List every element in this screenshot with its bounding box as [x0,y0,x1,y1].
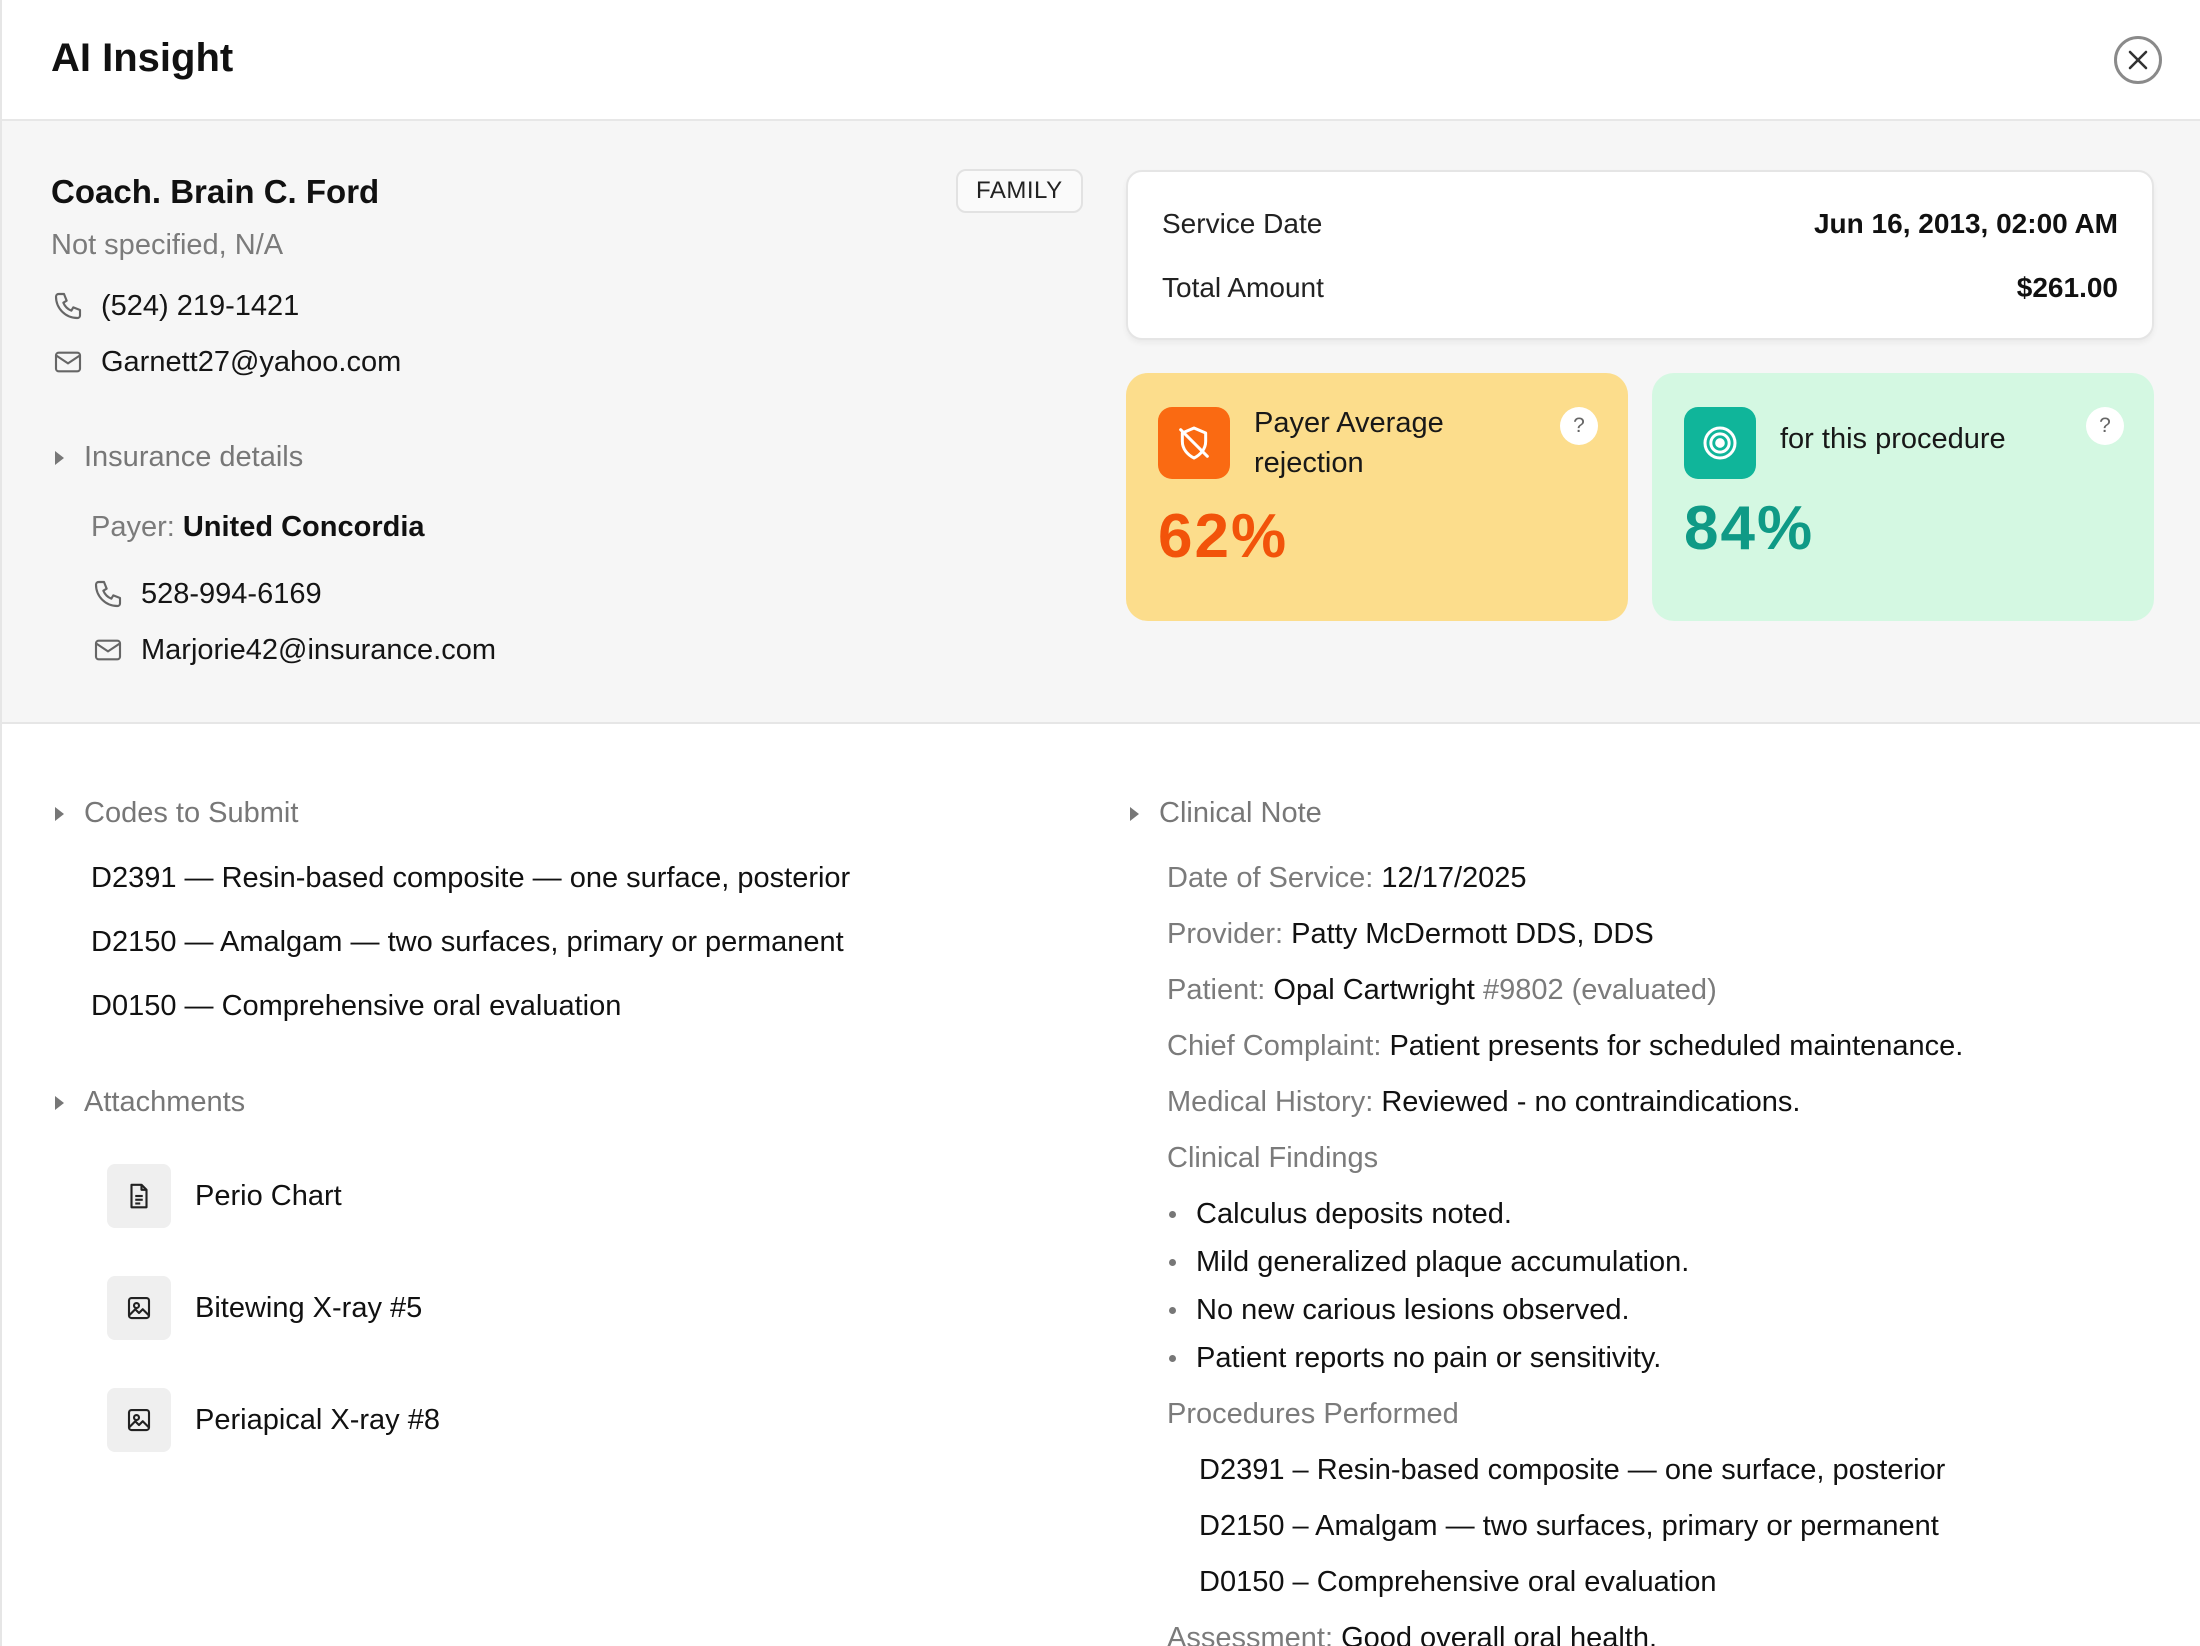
code-item: D0150 — Comprehensive oral evaluation [91,990,622,1022]
caret-right-icon [55,1095,64,1110]
procedure-item: D0150 – Comprehensive oral evaluation [1199,1566,1717,1598]
attachment-name: Bitewing X-ray #5 [195,1291,423,1324]
procedure-item: D2150 – Amalgam — two surfaces, primary … [1199,1510,1939,1542]
payer-rejection-label: Payer Average rejection [1254,407,1444,479]
finding-item: Patient reports no pain or sensitivity. [1167,1342,1661,1375]
patient-phone-row: (524) 219-1421 [51,289,299,323]
plan-type-badge: FAMILY [956,169,1083,213]
attachment-item[interactable]: Bitewing X-ray #5 [107,1276,422,1340]
phone-icon [51,289,85,323]
payer-phone[interactable]: 528-994-6169 [141,577,322,610]
clinical-note-label: Clinical Note [1159,797,1322,829]
attachment-name: Periapical X-ray #8 [195,1403,440,1436]
note-assessment: Assessment: Good overall oral health. [1167,1622,1658,1646]
procedure-item: D2391 – Resin-based composite — one surf… [1199,1454,1946,1486]
service-date-label: Service Date [1162,208,1323,239]
target-icon [1684,407,1756,479]
mail-icon [91,633,125,667]
procedure-approval-value: 84% [1684,494,1815,563]
caret-right-icon [55,450,64,465]
attachments-label: Attachments [84,1086,246,1118]
attachment-item[interactable]: Periapical X-ray #8 [107,1388,440,1452]
note-medical-history: Medical History: Reviewed - no contraind… [1167,1086,1801,1118]
service-date-row: Service Date Jun 16, 2013, 02:00 AM [1162,208,2118,240]
total-amount-label: Total Amount [1162,272,1324,303]
phone-icon [91,577,125,611]
code-item: D2150 — Amalgam — two surfaces, primary … [91,926,844,958]
image-icon [107,1388,171,1452]
document-icon [107,1164,171,1228]
insurance-details-toggle[interactable]: Insurance details [51,441,303,474]
payer-rejection-value: 62% [1158,502,1289,571]
total-amount-row: Total Amount $261.00 [1162,272,2118,304]
mail-icon [51,345,85,379]
payer-rejection-card: Payer Average rejection ? 62% [1126,373,1628,621]
payer-phone-row: 528-994-6169 [91,577,322,611]
close-icon [2128,50,2148,70]
note-findings-heading: Clinical Findings [1167,1142,1379,1174]
payer-email-row: Marjorie42@insurance.com [91,633,496,667]
close-button[interactable] [2114,36,2162,84]
service-date-value: Jun 16, 2013, 02:00 AM [1813,208,2118,239]
attachment-name: Perio Chart [195,1179,342,1212]
attachment-item[interactable]: Perio Chart [107,1164,342,1228]
patient-email[interactable]: Garnett27@yahoo.com [101,345,402,378]
caret-right-icon [1130,806,1139,821]
payer-label: Payer: [91,511,175,543]
note-date-of-service: Date of Service: 12/17/2025 [1167,862,1527,894]
total-amount-value: $261.00 [2016,272,2118,303]
caret-right-icon [55,806,64,821]
service-summary-card: Service Date Jun 16, 2013, 02:00 AM Tota… [1126,170,2154,340]
image-icon [107,1276,171,1340]
patient-name: Coach. Brain C. Ford [51,173,380,210]
payer-email[interactable]: Marjorie42@insurance.com [141,633,497,666]
clinical-note-toggle[interactable]: Clinical Note [1126,797,1322,830]
procedure-approval-card: for this procedure ? 84% [1652,373,2154,621]
attachments-toggle[interactable]: Attachments [51,1086,245,1119]
codes-to-submit-label: Codes to Submit [84,797,299,829]
finding-item: Mild generalized plaque accumulation. [1167,1246,1689,1279]
panel-header: AI Insight [2,0,2200,121]
panel-title: AI Insight [51,36,234,80]
help-icon[interactable]: ? [1560,407,1598,445]
note-provider: Provider: Patty McDermott DDS, DDS [1167,918,1654,950]
patient-phone[interactable]: (524) 219-1421 [101,289,300,322]
note-patient: Patient: Opal Cartwright #9802 (evaluate… [1167,974,1717,1006]
note-procedures-heading: Procedures Performed [1167,1398,1459,1430]
code-item: D2391 — Resin-based composite — one surf… [91,862,851,894]
finding-item: Calculus deposits noted. [1167,1198,1512,1231]
note-chief-complaint: Chief Complaint: Patient presents for sc… [1167,1030,1964,1062]
procedure-approval-label: for this procedure [1780,423,2006,455]
payer-name: United Concordia [182,511,425,543]
codes-to-submit-toggle[interactable]: Codes to Submit [51,797,298,830]
shield-off-icon [1158,407,1230,479]
help-icon[interactable]: ? [2086,407,2124,445]
summary-section: Coach. Brain C. Ford Not specified, N/A … [2,121,2200,724]
payer-row: Payer: United Concordia [91,511,425,544]
finding-item: No new carious lesions observed. [1167,1294,1630,1327]
patient-subtitle: Not specified, N/A [51,229,284,261]
patient-email-row: Garnett27@yahoo.com [51,345,401,379]
insurance-details-label: Insurance details [84,441,304,473]
